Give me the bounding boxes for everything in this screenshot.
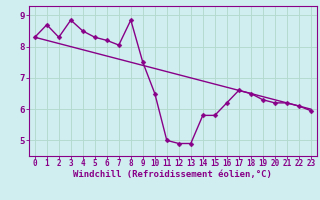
X-axis label: Windchill (Refroidissement éolien,°C): Windchill (Refroidissement éolien,°C) (73, 170, 272, 179)
